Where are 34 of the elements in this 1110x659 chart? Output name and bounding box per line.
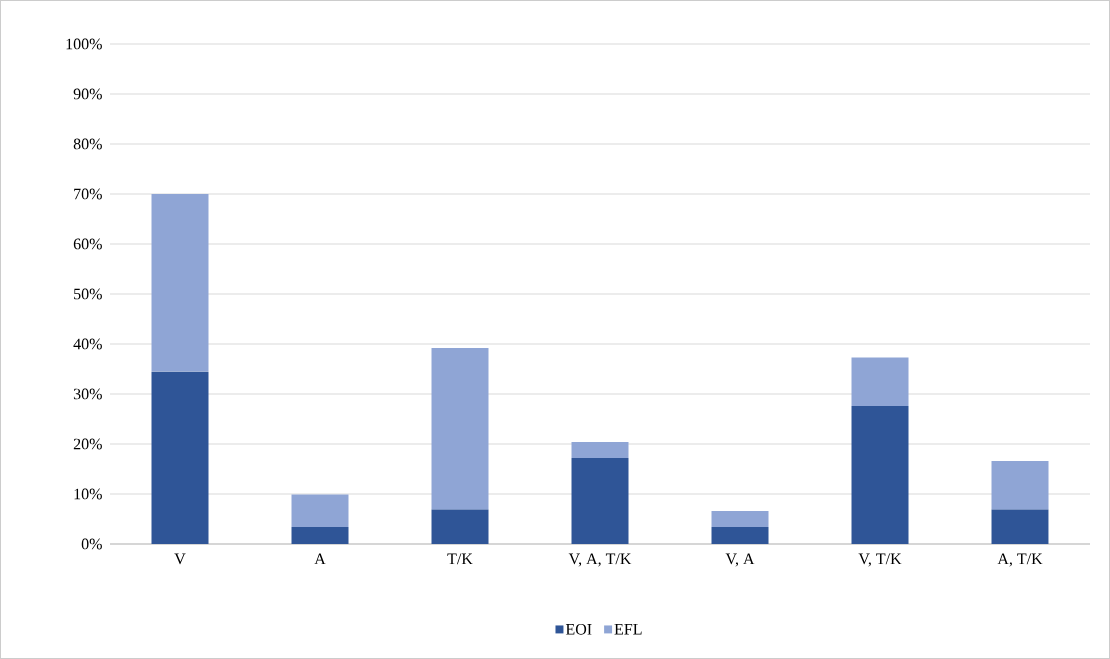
x-tick-label: V, A [725, 553, 755, 567]
bar [851, 357, 909, 406]
x-tick-label: A [314, 553, 326, 565]
x-tick-label: V, A, T/K [568, 553, 632, 567]
bar [151, 194, 209, 372]
y-tick-label: 10% [74, 488, 102, 500]
y-tick-label: 0% [81, 538, 102, 550]
y-tick-label: 30% [73, 388, 102, 400]
y-tick-label: 100% [66, 38, 102, 50]
bar [571, 458, 629, 544]
bar [291, 527, 349, 544]
y-tick-label: 40% [73, 338, 102, 350]
y-tick-label: 80% [73, 138, 102, 150]
x-tick-label: A, T/K [997, 553, 1043, 567]
bar [851, 406, 909, 544]
bar [991, 509, 1049, 544]
y-tick-label: 90% [73, 88, 102, 100]
bar [711, 511, 769, 527]
y-tick-label: 70% [74, 188, 102, 200]
x-tick-label: V, T/K [858, 553, 902, 567]
legend-label: EOI [565, 623, 592, 635]
bar [571, 442, 629, 458]
legend-label: EFL [614, 624, 642, 635]
bar [431, 509, 489, 544]
y-tick-label: 50% [74, 288, 102, 300]
y-tick-label: 20% [73, 438, 102, 450]
bar [151, 371, 209, 544]
bar [431, 348, 489, 510]
bar [711, 527, 769, 544]
bar [291, 494, 349, 527]
x-tick-label: V [174, 553, 186, 565]
bar [991, 461, 1049, 510]
x-tick-label: T/K [447, 553, 473, 565]
y-tick-label: 60% [73, 238, 102, 250]
